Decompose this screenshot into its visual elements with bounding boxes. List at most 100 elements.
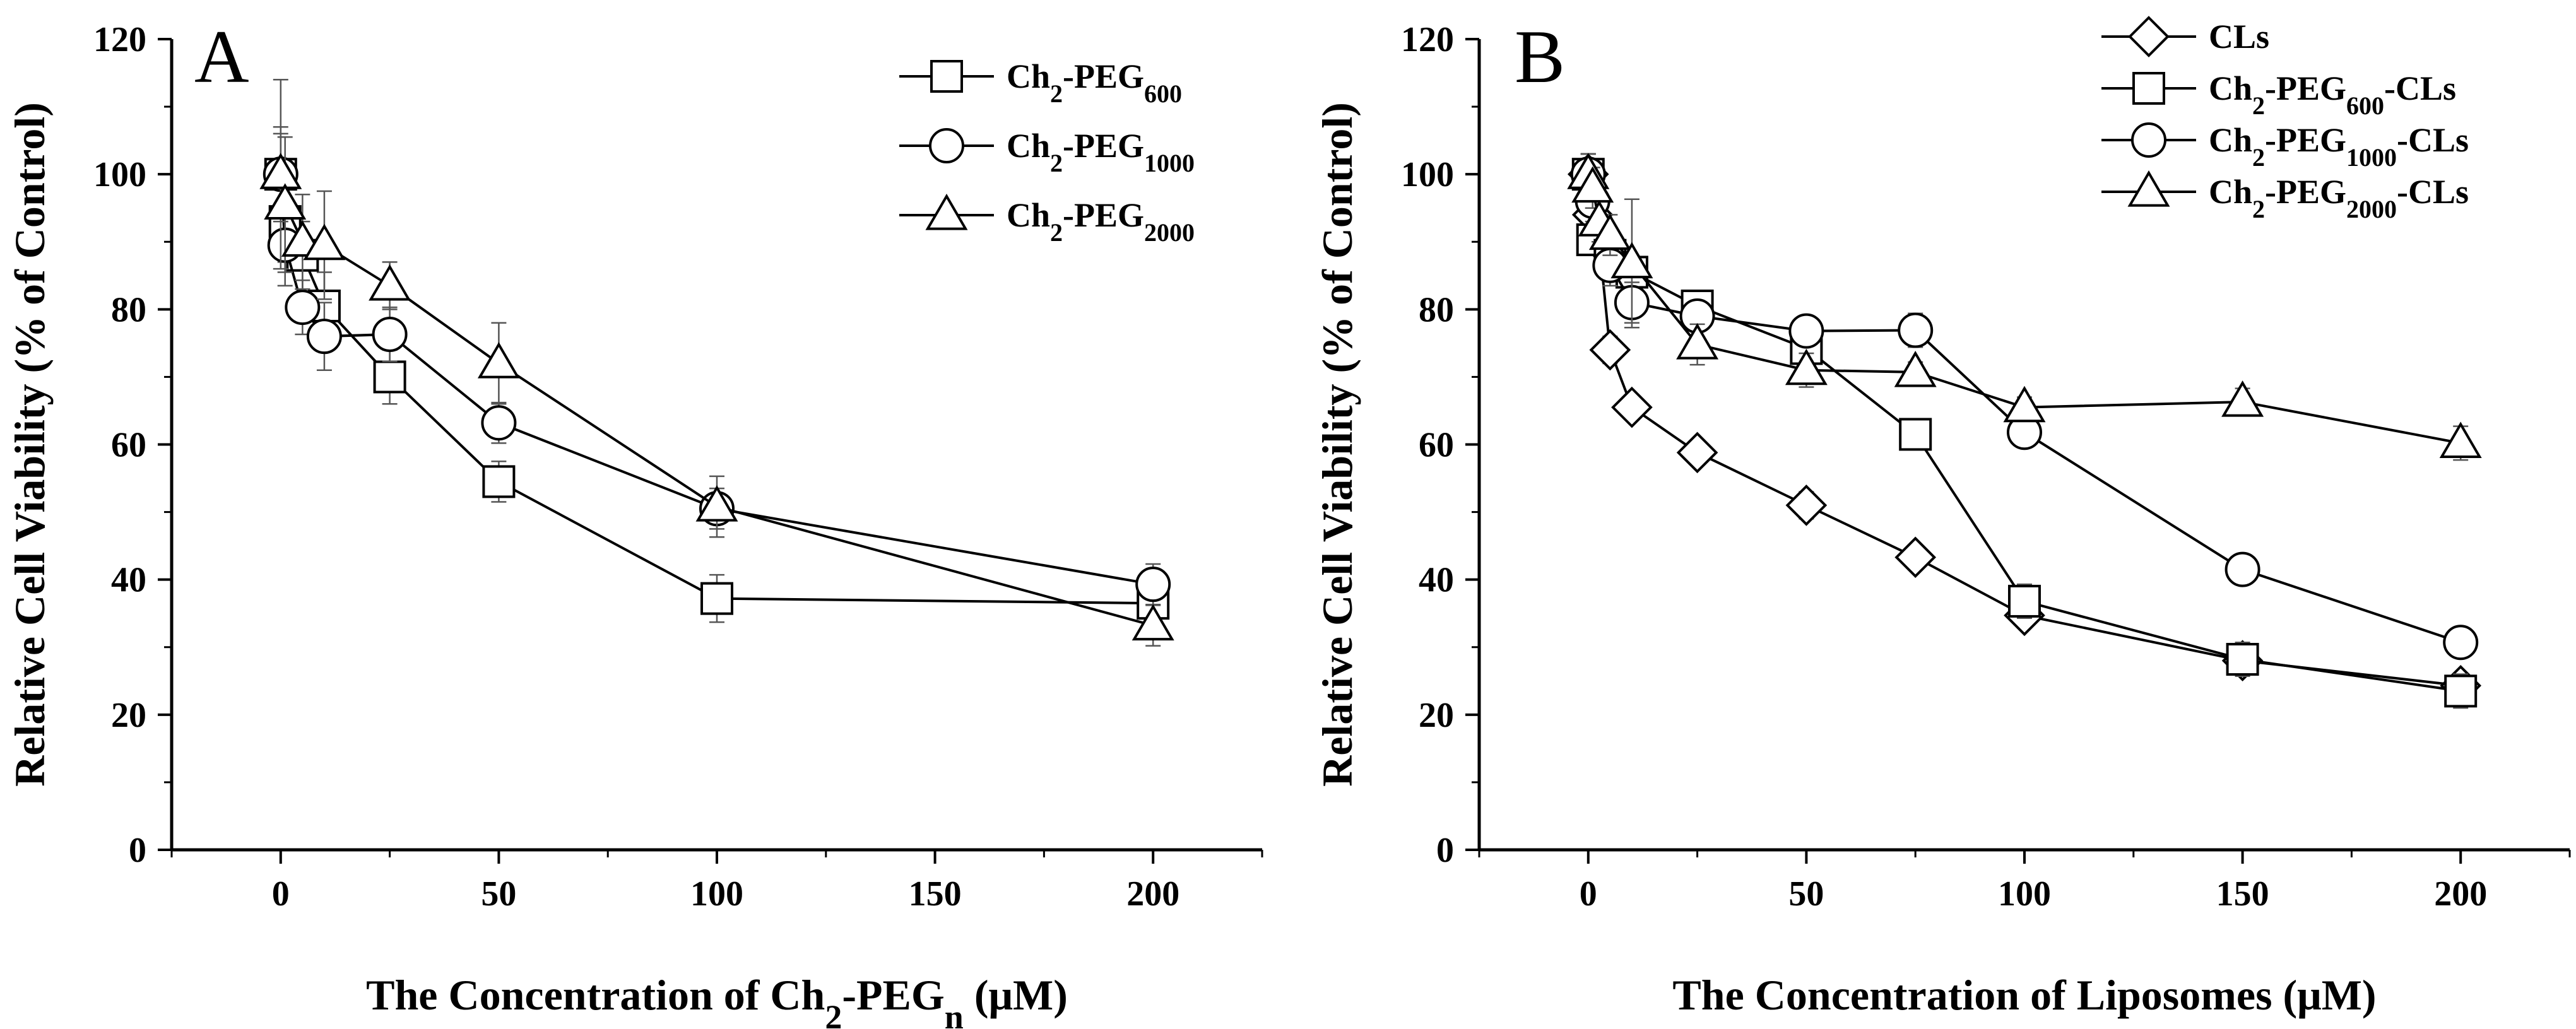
x-axis-title-subscript: n — [945, 998, 964, 1029]
legend-label-subscript: 2000 — [2346, 195, 2397, 223]
legend-label-part: -PEG — [1063, 127, 1144, 165]
legend-label-part: -CLs — [2397, 121, 2469, 159]
data-point-triangle — [1588, 213, 1631, 250]
legend-label-subscript: 2 — [2252, 143, 2265, 172]
legend-label-part: -CLs — [2397, 173, 2469, 211]
legend-label: Ch2-PEG2000-CLs — [2209, 173, 2469, 223]
data-point-triangle — [2221, 380, 2264, 417]
x-tick-label: 50 — [1788, 874, 1824, 914]
legend-label-part: CLs — [2209, 18, 2269, 56]
data-point-triangle — [1610, 242, 1653, 279]
x-tick-label: 50 — [481, 874, 516, 914]
data-point-circle — [2224, 551, 2260, 587]
x-axis-title-part: The Concentration of Ch — [366, 971, 825, 1019]
data-point-triangle — [369, 264, 411, 301]
legend-label-part: Ch — [1007, 196, 1050, 234]
legend-label-subscript: 1000 — [2346, 143, 2397, 172]
x-axis-title-part: (μM) — [964, 971, 1068, 1019]
data-point-circle — [1135, 567, 1171, 603]
x-tick-label: 150 — [2216, 874, 2269, 914]
x-axis-title-part: -PEG — [842, 971, 944, 1019]
data-point-triangle — [259, 153, 302, 189]
data-point-circle — [2443, 625, 2479, 661]
legend-label-subscript: 600 — [1144, 79, 1182, 108]
data-point-square — [2008, 584, 2041, 618]
legend-label-subscript: 2 — [1050, 218, 1063, 247]
data-point-diamond — [1894, 536, 1937, 579]
legend-label-part: Ch — [2209, 121, 2252, 159]
data-point-diamond — [1785, 485, 1828, 526]
legend-marker-circle — [2131, 122, 2166, 158]
x-tick-label: 100 — [1998, 874, 2051, 914]
legend-label-part: Ch — [1007, 127, 1050, 165]
x-tick-label: 200 — [2434, 874, 2487, 914]
data-point-circle — [1788, 313, 1824, 349]
x-tick-label: 0 — [272, 874, 290, 914]
legend-marker-diamond — [2128, 16, 2170, 57]
legend-label: CLs — [2209, 18, 2269, 56]
y-tick-label: 20 — [111, 696, 146, 735]
y-tick-label: 40 — [1419, 561, 1454, 600]
panel-label: A — [194, 15, 249, 98]
y-tick-label: 20 — [1419, 696, 1454, 735]
data-point-triangle — [1676, 323, 1719, 360]
series-line — [279, 173, 1154, 627]
data-point-square — [482, 465, 516, 498]
legend-label-part: -PEG — [2265, 173, 2346, 211]
legend-label: Ch2-PEG1000-CLs — [2209, 121, 2469, 172]
legend-label-subscript: 1000 — [1144, 149, 1195, 177]
x-axis-title: The Concentration of Liposomes (μM) — [1672, 971, 2376, 1019]
y-tick-label: 80 — [111, 290, 146, 329]
data-point-circle — [285, 290, 321, 326]
data-point-square — [700, 582, 733, 615]
y-tick-label: 60 — [1419, 426, 1454, 465]
x-tick-label: 200 — [1126, 874, 1179, 914]
legend-label-part: -CLs — [2384, 69, 2456, 107]
data-point-triangle — [1571, 166, 1614, 203]
legend: CLsCh2-PEG600-CLsCh2-PEG1000-CLsCh2-PEG2… — [2101, 16, 2469, 223]
data-point-circle — [481, 405, 517, 441]
legend-label-subscript: 2 — [2252, 195, 2265, 223]
y-axis-title: Relative Cell Viability (% of Control) — [6, 102, 54, 787]
legend-label-part: Ch — [2209, 69, 2252, 107]
y-tick-label: 0 — [129, 831, 146, 870]
data-point-circle — [372, 316, 408, 352]
x-axis-title-part: (μM) — [2272, 971, 2377, 1019]
data-point-circle — [306, 319, 342, 355]
legend-marker-square — [930, 60, 963, 93]
chart-panel-a: 0 20 40 60 80 100 120 0 50 100 150 200 Relative Cell… — [6, 15, 1263, 1029]
legend-label-part: -PEG — [1063, 196, 1144, 234]
data-point-triangle — [1131, 604, 1174, 641]
data-point-triangle — [2439, 421, 2482, 458]
data-point-square — [1899, 418, 1932, 451]
y-tick-label: 120 — [93, 20, 146, 59]
series-triangle — [1567, 153, 2482, 461]
legend-label: Ch2-PEG1000 — [1007, 127, 1195, 177]
x-tick-label: 150 — [909, 874, 962, 914]
legend-label-subscript: 2000 — [1144, 218, 1195, 247]
y-tick-label: 120 — [1401, 20, 1454, 59]
series-line — [279, 173, 1154, 605]
legend-label: Ch2-PEG2000 — [1007, 196, 1195, 247]
data-point-square — [373, 360, 406, 394]
data-point-circle — [1898, 312, 1934, 348]
data-point-triangle — [303, 223, 346, 261]
x-axis-title-part: The Concentration of Liposomes — [1672, 971, 2272, 1019]
y-tick-label: 100 — [1401, 155, 1454, 194]
data-point-diamond — [1589, 329, 1631, 371]
data-point-triangle — [695, 485, 738, 522]
data-point-square — [2226, 643, 2259, 676]
series-triangle — [259, 79, 1174, 647]
x-tick-label: 100 — [690, 874, 743, 914]
legend-marker-triangle — [925, 194, 968, 230]
data-point-triangle — [477, 342, 520, 379]
legend-label: Ch2-PEG600-CLs — [2209, 69, 2456, 120]
data-point-square — [2444, 674, 2478, 708]
x-axis-title: The Concentration of Ch2-PEGn (μM) — [366, 971, 1068, 1029]
y-tick-label: 100 — [93, 155, 146, 194]
legend-label-subscript: 600 — [2346, 91, 2384, 120]
legend-label-subscript: 2 — [1050, 79, 1063, 108]
x-tick-label: 0 — [1580, 874, 1597, 914]
